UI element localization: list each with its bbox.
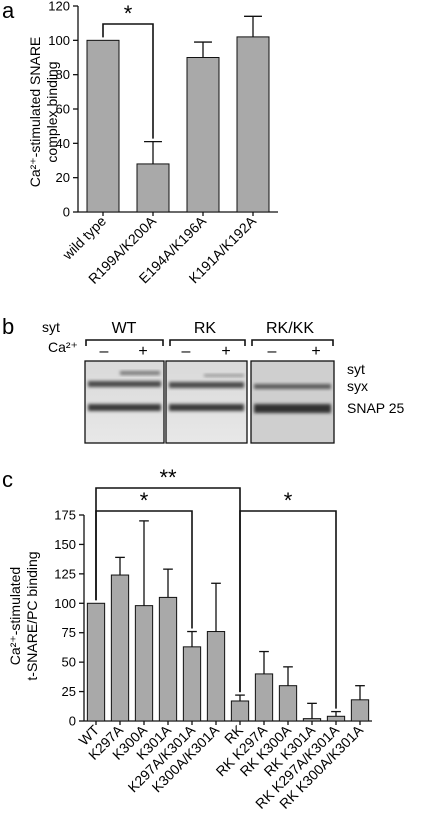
gel-image-rkkk <box>250 360 335 444</box>
panel-c-bar <box>350 699 370 722</box>
panel-c-letter: c <box>2 467 13 492</box>
syt-row-label: syt <box>42 319 60 335</box>
panel-c-ylabel-line2: t-SNARE/PC binding <box>24 551 40 680</box>
panel-b-letter: b <box>2 314 14 339</box>
gel-image-wt <box>84 360 165 444</box>
panel-c-bar <box>254 673 274 722</box>
band-label-syx: syx <box>347 378 368 394</box>
panel-a-bar <box>186 57 220 213</box>
panel-b-gel: b syt Ca²⁺ WT RK RK/KK – + – + – + <box>2 314 405 444</box>
panel-c-bar <box>134 605 154 722</box>
panel-a-ylabel-line1: Ca²⁺-stimulated SNARE <box>27 37 43 188</box>
panel-a-ytick-label: 60 <box>56 102 70 117</box>
panel-c-significance-bracket <box>239 510 337 709</box>
panel-c-bar <box>110 574 130 722</box>
lane-header-rkkk: RK/KK <box>266 320 314 337</box>
panel-a-ytick-label: 20 <box>56 170 70 185</box>
lane-header-rk: RK <box>194 320 217 337</box>
rkkk-minus: – <box>268 343 277 360</box>
bracket-rk <box>169 339 246 346</box>
panel-a-ytick-label: 0 <box>63 205 70 220</box>
wt-minus: – <box>100 343 109 360</box>
panel-a-ytick-label: 80 <box>56 67 70 82</box>
panel-a-bar <box>236 36 270 213</box>
gel-image-rk <box>165 360 248 444</box>
panel-c-ytick-label: 0 <box>69 714 76 729</box>
panel-a-bar <box>136 163 170 213</box>
bracket-rkkk <box>251 339 334 346</box>
lane-header-wt: WT <box>112 320 137 337</box>
rk-plus: + <box>221 343 230 360</box>
panel-c-bar <box>206 631 226 722</box>
panel-c-ytick-label: 75 <box>62 625 76 640</box>
band-label-snap25: SNAP 25 <box>347 400 405 416</box>
panel-a-category-label: wild type <box>59 213 110 264</box>
panel-c-significance-label: ** <box>159 465 177 490</box>
panel-c-ylabel-line1: Ca²⁺-stimulated <box>7 567 23 665</box>
panel-c-bar <box>326 715 346 722</box>
panel-a-ylabel-line2: complex binding <box>44 61 60 162</box>
panel-c-ytick-label: 150 <box>54 537 76 552</box>
panel-c-bar <box>182 646 202 722</box>
panel-c-bar <box>230 700 250 722</box>
panel-a-ytick-label: 120 <box>48 0 70 14</box>
panel-c-ytick-label: 125 <box>54 566 76 581</box>
panel-c-ytick-label: 175 <box>54 508 76 523</box>
panel-a-letter: a <box>2 0 15 23</box>
panel-c-bar <box>302 718 322 722</box>
panel-a-significance-label: * <box>124 1 133 26</box>
panel-c-ytick-label: 100 <box>54 596 76 611</box>
panel-a-significance-bracket <box>102 23 154 139</box>
calcium-row-label: Ca²⁺ <box>48 339 78 355</box>
panel-a-bar <box>86 39 120 213</box>
panel-c-bar <box>86 602 106 722</box>
panel-c-significance-label: * <box>140 488 149 513</box>
panel-c-significance-label: * <box>284 488 293 513</box>
panel-c-chart: c Ca²⁺-stimulated t-SNARE/PC binding 0 25… <box>2 465 372 812</box>
rkkk-plus: + <box>311 343 320 360</box>
panel-c-ytick-label: 25 <box>62 684 76 699</box>
panel-c-significance-bracket <box>95 510 193 629</box>
bracket-wt <box>85 339 164 346</box>
band-label-syt: syt <box>347 361 365 377</box>
panel-a-ytick-label: 40 <box>56 136 70 151</box>
panel-c-bar <box>278 685 298 722</box>
wt-plus: + <box>138 343 147 360</box>
panel-c-bar <box>158 596 178 722</box>
panel-a-ytick-label: 100 <box>48 33 70 48</box>
panel-a-chart: a Ca²⁺-stimulated SNARE complex binding … <box>2 0 278 287</box>
panel-c-ytick-label: 50 <box>62 655 76 670</box>
rk-minus: – <box>182 343 191 360</box>
